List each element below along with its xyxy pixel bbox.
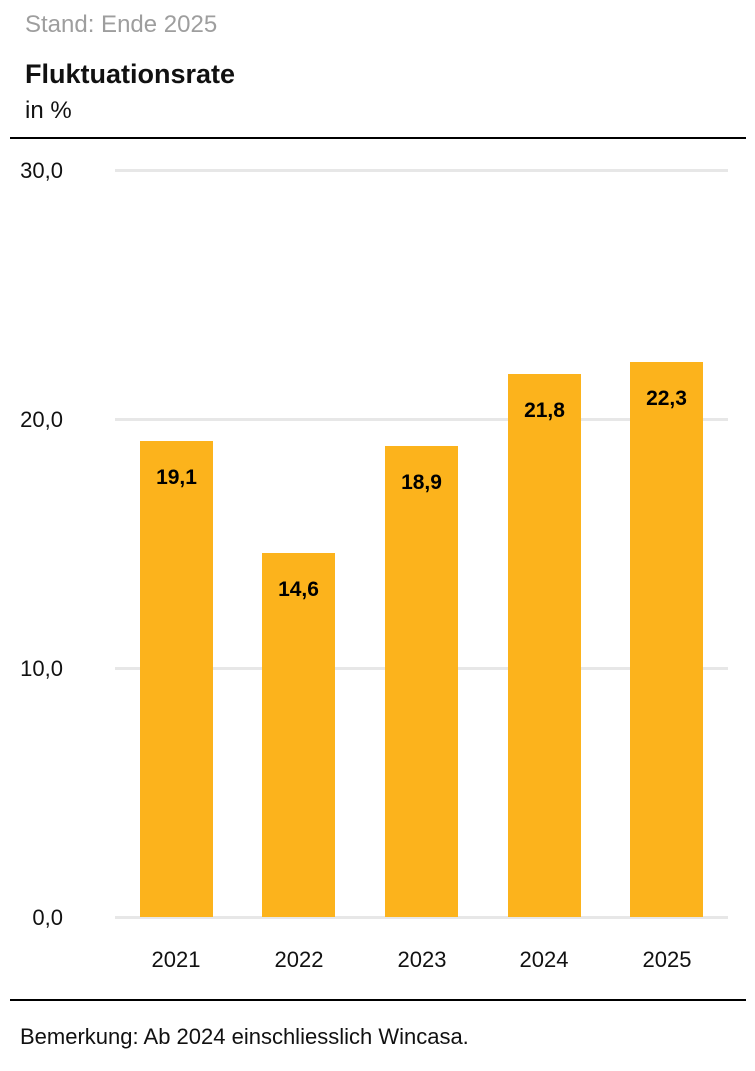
footnote: Bemerkung: Ab 2024 einschliesslich Winca…: [20, 1024, 469, 1049]
bar-value-label: 21,8: [524, 399, 565, 422]
y-axis-tick-label: 20,0: [20, 407, 63, 432]
bar-2025: 22,3: [630, 362, 703, 917]
bar-2024: 21,8: [508, 374, 581, 917]
gridline-20,0: [115, 418, 728, 421]
y-axis-tick-label: 0,0: [32, 905, 63, 930]
bar-value-label: 22,3: [646, 387, 687, 410]
footer-divider: [10, 999, 746, 1001]
header-divider: [10, 137, 746, 139]
gridline-30,0: [115, 169, 728, 172]
x-axis-label-2021: 2021: [151, 947, 201, 972]
bar-2023: 18,9: [385, 446, 458, 917]
page-title: Fluktuationsrate: [25, 59, 236, 89]
bar-value-label: 19,1: [156, 466, 197, 489]
bar-2021: 19,1: [140, 441, 213, 917]
x-axis-label-2025: 2025: [642, 947, 692, 972]
y-axis-tick-label: 30,0: [20, 158, 63, 183]
chart-unit-subtitle: in %: [25, 97, 72, 124]
bar-2022: 14,6: [262, 553, 335, 917]
y-axis-tick-label: 10,0: [20, 656, 63, 681]
x-axis-label-2022: 2022: [274, 947, 324, 972]
bar-value-label: 18,9: [401, 471, 442, 494]
x-axis-label-2023: 2023: [397, 947, 447, 972]
x-axis-label-2024: 2024: [519, 947, 569, 972]
gridline-0,0: [115, 916, 728, 919]
stand-label: Stand: Ende 2025: [25, 11, 218, 38]
bar-value-label: 14,6: [278, 578, 319, 601]
